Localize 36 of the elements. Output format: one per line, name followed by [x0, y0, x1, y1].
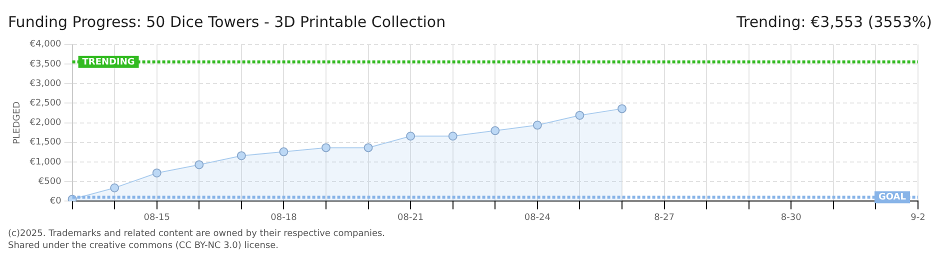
x-tick-label: 08-18 [270, 212, 298, 223]
point [322, 143, 331, 152]
x-tick-label: 08-21 [397, 212, 424, 223]
x-tick-label: 08-24 [524, 212, 551, 223]
y-tick-label: €1,000 [30, 157, 62, 168]
point [532, 120, 542, 130]
chart-title: Funding Progress: 50 Dice Towers - 3D Printable Collection [8, 13, 446, 31]
x-tick-label: 8-30 [780, 212, 802, 223]
y-axis-title: PLEDGED [12, 101, 23, 144]
y-tick-label: €4,000 [30, 40, 62, 50]
y-tick-label: €0 [50, 196, 62, 207]
ref-line-label: TRENDING [82, 57, 135, 68]
y-tick-label: €500 [38, 176, 62, 187]
point [490, 126, 500, 136]
point [406, 132, 416, 141]
text: Shared under the creative commons (CC BY-NC 3.0) license. [8, 240, 280, 252]
point [448, 132, 458, 141]
x-tick-label: 08-15 [144, 212, 170, 223]
chart-subtitle: Trending: €3,553 (3553%) [736, 13, 932, 31]
x-tick-label: 9-2 [910, 212, 926, 223]
point [236, 151, 246, 160]
point [152, 168, 162, 178]
point [279, 147, 288, 156]
point [194, 160, 204, 170]
point [618, 104, 626, 114]
point [575, 110, 584, 120]
y-tick-label: €2,500 [30, 98, 62, 109]
point [110, 183, 120, 192]
y-tick-label: €3,000 [30, 78, 62, 89]
text: (c)2025. Trademarks and related content are owned by their respective companies. [8, 228, 386, 240]
y-tick-label: €3,500 [30, 59, 62, 70]
x-tick-label: 8-27 [654, 212, 675, 223]
y-tick-label: €1,500 [30, 138, 62, 148]
y-tick-label: €2,000 [30, 118, 62, 128]
ref-line-label: GOAL [878, 192, 906, 203]
point [364, 143, 373, 152]
